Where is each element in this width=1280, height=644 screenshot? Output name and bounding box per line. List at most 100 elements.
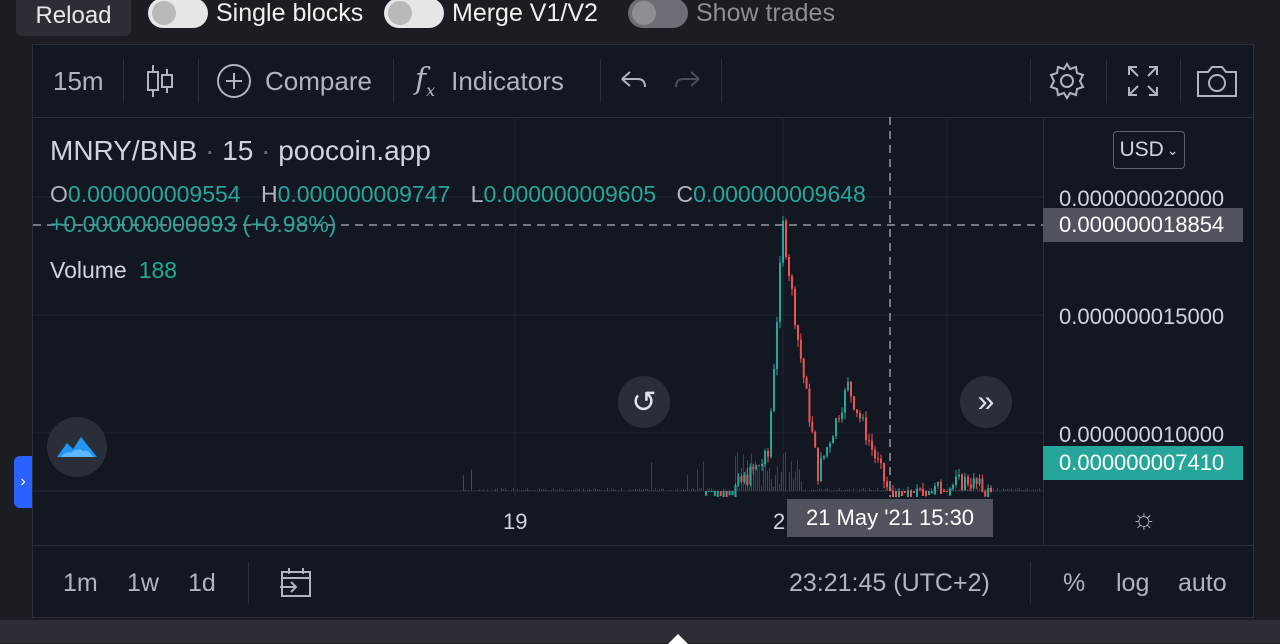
volume-bar: [585, 490, 586, 491]
show-trades-toggle[interactable]: Show trades: [628, 0, 835, 30]
volume-bar: [843, 490, 844, 491]
volume-bar: [891, 489, 892, 491]
volume-bar: [691, 489, 692, 491]
reload-button[interactable]: Reload: [16, 0, 131, 36]
volume-bar: [797, 460, 798, 491]
ohlc-values: O0.000000009554 H0.000000009747 L0.00000…: [50, 181, 880, 208]
redo-button[interactable]: [673, 45, 703, 117]
volume-bar: [545, 489, 546, 491]
toggle-switch[interactable]: [384, 0, 444, 28]
fullscreen-icon: [1125, 63, 1161, 99]
toggle-switch[interactable]: [628, 0, 688, 28]
candle-body: [865, 417, 867, 440]
scroll-to-realtime-button[interactable]: »: [960, 376, 1012, 428]
top-bar: Reload Single blocks Merge V1/V2 Show tr…: [0, 0, 1280, 44]
chart-type-button[interactable]: [145, 45, 175, 117]
single-blocks-toggle[interactable]: Single blocks: [148, 0, 363, 30]
volume-bar: [761, 485, 762, 491]
symbol-title[interactable]: MNRY/BNB · 15 · poocoin.app: [50, 135, 431, 167]
range-1m-button[interactable]: 1m: [63, 546, 98, 620]
volume-bar: [711, 488, 712, 491]
crosshair-price-label: 0.000000018854: [1043, 208, 1243, 242]
volume-bar: [927, 490, 928, 491]
volume-bar: [783, 454, 784, 491]
volume-bar: [465, 490, 466, 491]
volume-bar: [613, 489, 614, 491]
volume-bar: [655, 488, 656, 491]
low-value: 0.000000009605: [483, 181, 656, 207]
side-panel-expand-button[interactable]: ›: [14, 456, 32, 508]
volume-bar: [849, 489, 850, 491]
volume-bar: [881, 490, 882, 491]
volume-bar: [1025, 489, 1026, 491]
volume-bar: [551, 490, 552, 491]
compare-button[interactable]: Compare: [215, 45, 372, 117]
sun-icon[interactable]: ☼: [1131, 503, 1157, 535]
merge-v1-v2-toggle[interactable]: Merge V1/V2: [384, 0, 598, 30]
currency-selector[interactable]: USD ⌄: [1113, 131, 1185, 169]
volume-bar: [557, 490, 558, 491]
range-1d-button[interactable]: 1d: [188, 546, 216, 620]
auto-scale-button[interactable]: auto: [1178, 546, 1227, 620]
candle-body: [883, 463, 885, 481]
price-chart[interactable]: [33, 117, 1043, 497]
candle-body: [847, 382, 849, 390]
reset-chart-button[interactable]: ↺: [618, 376, 670, 428]
candle-body: [800, 340, 802, 359]
candle-body: [964, 477, 966, 490]
volume-bar: [713, 490, 714, 491]
volume-bar: [695, 490, 696, 491]
candles: [705, 216, 992, 497]
range-1w-button[interactable]: 1w: [127, 546, 159, 620]
log-scale-button[interactable]: log: [1116, 546, 1149, 620]
candle-body: [901, 491, 903, 496]
indicators-button[interactable]: fx Indicators: [415, 45, 564, 117]
volume-bar: [725, 489, 726, 491]
volume-bar: [607, 488, 608, 491]
volume-bar: [595, 489, 596, 491]
candle-body: [844, 390, 846, 413]
candle-body: [749, 467, 751, 485]
page-footer-strip: [0, 620, 1280, 643]
clock-timezone[interactable]: 23:21:45 (UTC+2): [789, 546, 990, 620]
volume-bar: [757, 468, 758, 491]
candle-body: [838, 418, 840, 419]
volume-bar: [873, 490, 874, 491]
candle-body: [973, 478, 975, 488]
candle-body: [853, 396, 855, 409]
volume-bar: [561, 489, 562, 491]
tradingview-logo[interactable]: [47, 417, 107, 477]
volume-bar: [1005, 489, 1006, 491]
volume-bar: [687, 475, 688, 491]
gear-icon: [1047, 61, 1087, 101]
toggle-switch[interactable]: [148, 0, 208, 28]
volume-bar: [861, 489, 862, 491]
volume-bar: [567, 490, 568, 491]
volume-bar: [997, 488, 998, 491]
volume-bar: [765, 463, 766, 491]
volume-bar: [639, 489, 640, 491]
interval-button[interactable]: 15m: [53, 45, 104, 117]
range-label: 1w: [127, 569, 159, 598]
volume-bar: [767, 471, 768, 491]
go-to-date-button[interactable]: [279, 546, 313, 620]
snapshot-button[interactable]: [1195, 45, 1239, 117]
fullscreen-button[interactable]: [1125, 45, 1161, 117]
percent-scale-button[interactable]: %: [1063, 546, 1085, 620]
auto-label: auto: [1178, 569, 1227, 598]
volume-bar: [683, 489, 684, 491]
candle-body: [987, 488, 989, 497]
undo-button[interactable]: [618, 45, 648, 117]
candle-body: [835, 418, 837, 436]
candle-body: [940, 482, 942, 494]
candle-body: [984, 491, 986, 497]
chevron-up-icon[interactable]: [666, 630, 690, 644]
calendar-arrow-icon: [279, 566, 313, 600]
grid: [33, 117, 1043, 497]
candle-body: [949, 489, 951, 496]
volume-bar: [769, 468, 770, 491]
candle-body: [922, 489, 924, 496]
plus-circle-icon: [215, 62, 253, 100]
volume-bar: [1007, 489, 1008, 491]
settings-button[interactable]: [1047, 45, 1087, 117]
